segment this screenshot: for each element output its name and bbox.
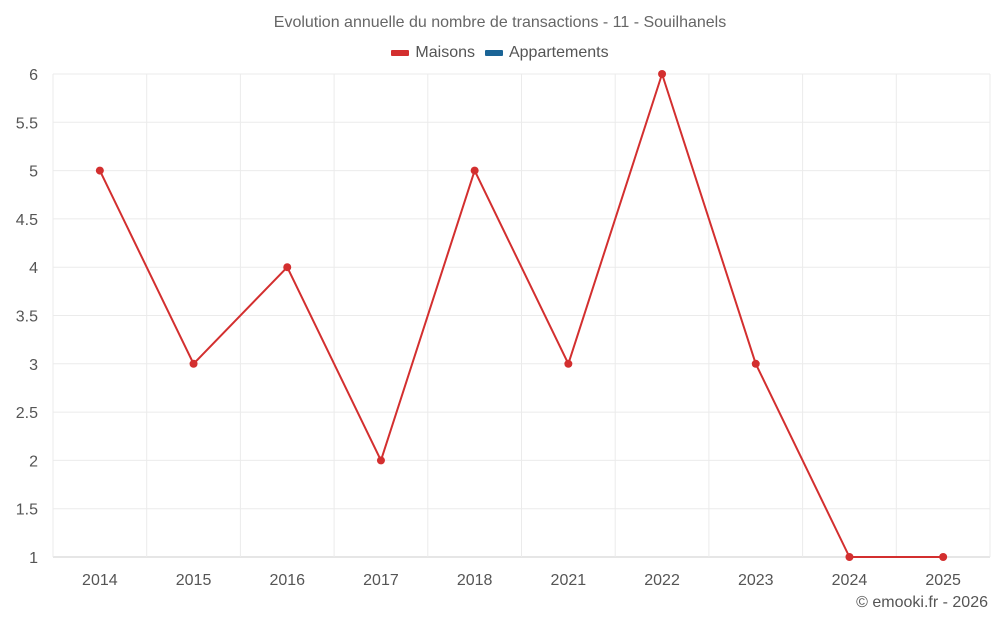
data-point	[845, 553, 854, 561]
y-tick-label: 4.5	[16, 212, 38, 229]
legend-item-maisons[interactable]: Maisons	[391, 44, 475, 62]
y-tick-label: 5	[29, 164, 38, 181]
x-tick-label: 2016	[269, 572, 305, 589]
y-tick-label: 6	[29, 67, 38, 84]
y-tick-label: 4	[29, 260, 38, 277]
legend-swatch-maisons	[391, 50, 410, 56]
data-point	[939, 553, 948, 561]
y-tick-label: 3	[29, 357, 38, 374]
x-tick-label: 2023	[738, 572, 774, 589]
x-tick-label: 2018	[457, 572, 493, 589]
legend-label-maisons: Maisons	[415, 44, 475, 61]
legend: Maisons Appartements	[0, 44, 1000, 62]
x-tick-label: 2015	[176, 572, 212, 589]
x-tick-label: 2014	[82, 572, 118, 589]
data-point	[283, 263, 292, 272]
credit-text: © emooki.fr - 2026	[856, 594, 988, 611]
y-tick-label: 3.5	[16, 309, 38, 326]
y-tick-label: 2	[29, 453, 38, 470]
y-tick-label: 2.5	[16, 405, 38, 422]
data-point	[189, 359, 198, 368]
y-tick-label: 5.5	[16, 115, 38, 132]
chart-title: Evolution annuelle du nombre de transact…	[273, 14, 727, 31]
x-tick-label: 2022	[644, 572, 680, 589]
legend-item-appartements[interactable]: Appartements	[484, 44, 609, 62]
data-point	[95, 166, 104, 175]
y-tick-label: 1	[29, 550, 38, 567]
data-point	[376, 456, 385, 465]
data-point	[658, 70, 667, 78]
y-tick-label: 1.5	[16, 502, 38, 519]
x-tick-label: 2024	[832, 572, 868, 589]
legend-swatch-appartements	[484, 50, 503, 56]
x-tick-label: 2017	[363, 572, 399, 589]
data-point	[751, 359, 760, 368]
data-point	[564, 359, 573, 368]
x-tick-label: 2021	[551, 572, 587, 589]
x-tick-label: 2025	[925, 572, 961, 589]
data-point	[470, 166, 479, 175]
legend-label-appartements: Appartements	[508, 44, 609, 61]
series-line-maisons	[98, 73, 944, 558]
